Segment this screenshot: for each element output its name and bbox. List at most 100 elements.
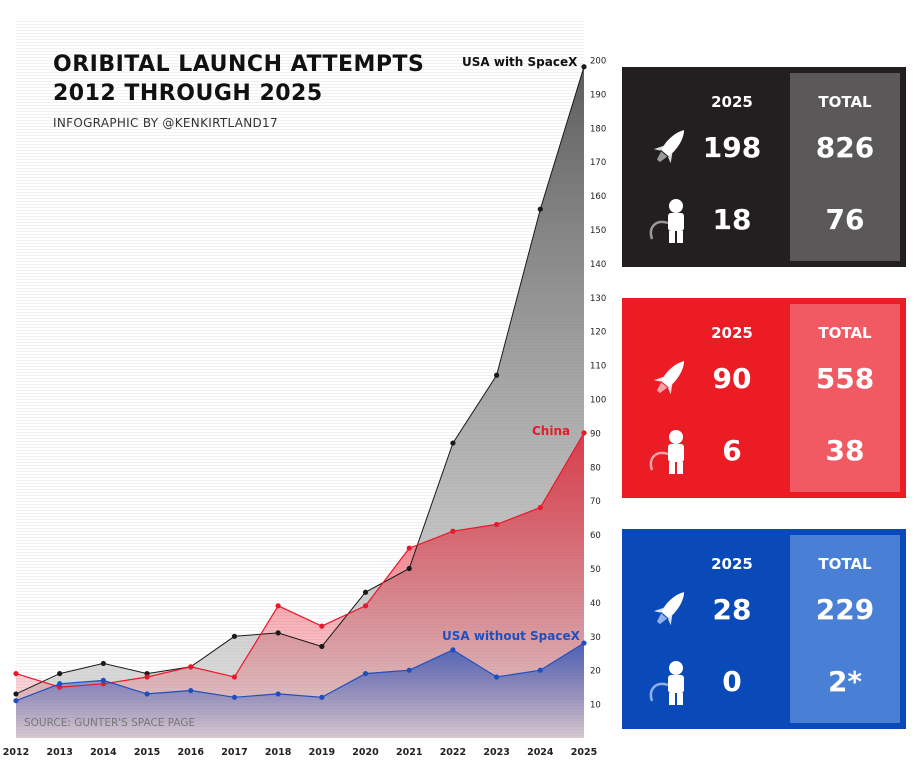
total-column <box>790 535 900 723</box>
point-china-2018 <box>275 603 281 609</box>
chart-title-line2: 2012 THROUGH 2025 <box>53 81 323 106</box>
chart-title-line1: ORIBITAL LAUNCH ATTEMPTS <box>53 52 425 77</box>
point-usa-with-spacex-2012 <box>13 691 19 697</box>
point-usa-with-spacex-2017 <box>231 633 238 639</box>
series-label-usa-with-spacex: USA with SpaceX <box>462 55 578 69</box>
point-usa-with-spacex-2021 <box>406 565 412 572</box>
y-tick-label: 80 <box>590 463 601 473</box>
launches-2025: 198 <box>702 131 762 164</box>
point-usa-without-spacex-2012 <box>13 698 19 704</box>
point-usa-with-spacex-2014 <box>100 660 106 667</box>
x-tick-label: 2021 <box>396 747 422 758</box>
x-tick-label: 2020 <box>352 747 379 758</box>
crewed-2025: 0 <box>722 665 742 698</box>
point-usa-without-spacex-2023 <box>494 674 500 680</box>
point-usa-with-spacex-2020 <box>362 589 369 595</box>
y-tick-label: 40 <box>590 599 601 609</box>
astronaut-icon <box>649 430 684 474</box>
launches-2025: 28 <box>712 593 752 626</box>
total-column <box>790 73 900 261</box>
point-china-2024 <box>537 504 543 511</box>
chart-subtitle: INFOGRAPHIC BY @KENKIRTLAND17 <box>53 116 278 130</box>
astronaut-icon <box>649 199 684 243</box>
launches-total: 229 <box>815 593 875 626</box>
header-total: TOTAL <box>818 555 872 573</box>
x-tick-label: 2022 <box>440 747 466 758</box>
x-tick-label: 2012 <box>3 747 29 758</box>
point-china-2021 <box>406 545 412 551</box>
crewed-2025: 18 <box>712 203 752 236</box>
y-tick-label: 130 <box>590 294 606 304</box>
crewed-total: 2* <box>827 665 863 698</box>
y-tick-label: 120 <box>590 328 606 338</box>
y-tick-label: 200 <box>590 57 606 67</box>
x-tick-label: 2018 <box>265 747 292 758</box>
point-usa-without-spacex-2025 <box>581 640 587 646</box>
x-tick-label: 2014 <box>90 747 117 758</box>
point-usa-with-spacex-2023 <box>494 372 500 378</box>
y-tick-label: 20 <box>590 667 601 677</box>
point-china-2022 <box>450 528 456 534</box>
point-usa-without-spacex-2022 <box>450 647 456 653</box>
chart-source: SOURCE: GUNTER'S SPACE PAGE <box>24 717 196 729</box>
series-label-usa-without-spacex: USA without SpaceX <box>442 629 580 643</box>
crewed-2025: 6 <box>722 434 742 467</box>
launches-total: 558 <box>815 362 875 395</box>
point-usa-without-spacex-2021 <box>406 667 412 673</box>
y-tick-label: 110 <box>590 362 606 372</box>
rocket-icon <box>653 361 685 395</box>
point-china-2020 <box>362 603 369 609</box>
point-usa-with-spacex-2024 <box>537 206 543 212</box>
point-china-2012 <box>13 670 19 677</box>
point-usa-without-spacex-2019 <box>319 694 325 700</box>
point-usa-without-spacex-2020 <box>362 670 369 677</box>
point-usa-without-spacex-2015 <box>144 691 150 697</box>
header-2025: 2025 <box>711 93 753 111</box>
point-usa-with-spacex-2018 <box>275 630 281 636</box>
point-usa-without-spacex-2016 <box>188 687 194 694</box>
stats-panel-usa-without-spacex: 2025 TOTAL 28 229 0 2* <box>622 529 906 729</box>
stats-panel-china: 2025 TOTAL 90 558 6 38 <box>622 298 906 498</box>
y-tick-label: 30 <box>590 633 601 643</box>
x-tick-label: 2016 <box>178 747 205 758</box>
point-china-2019 <box>319 623 325 629</box>
y-tick-label: 190 <box>590 90 606 100</box>
line-usa-with-spacex <box>15 66 585 695</box>
chart-title: ORIBITAL LAUNCH ATTEMPTS 2012 THROUGH 20… <box>53 50 424 108</box>
area-usa-without-spacex <box>16 643 584 738</box>
point-china-2015 <box>144 674 150 680</box>
x-tick-label: 2023 <box>483 747 509 758</box>
y-tick-label: 180 <box>590 124 606 134</box>
y-tick-label: 170 <box>590 158 606 168</box>
launches-2025: 90 <box>712 362 752 395</box>
x-tick-label: 2019 <box>309 747 335 758</box>
y-tick-label: 150 <box>590 226 606 236</box>
astronaut-icon <box>649 661 684 705</box>
x-tick-label: 2015 <box>134 747 160 758</box>
point-china-2023 <box>494 521 500 528</box>
point-usa-with-spacex-2025 <box>581 64 587 70</box>
point-china-2016 <box>188 664 194 670</box>
point-usa-with-spacex-2019 <box>319 643 325 650</box>
point-china-2017 <box>231 674 238 680</box>
point-usa-without-spacex-2014 <box>100 677 106 683</box>
y-tick-label: 140 <box>590 260 606 270</box>
rocket-icon <box>653 130 685 164</box>
header-total: TOTAL <box>818 93 872 111</box>
x-tick-label: 2024 <box>527 747 554 758</box>
y-tick-label: 90 <box>590 429 601 439</box>
point-usa-without-spacex-2018 <box>275 691 281 697</box>
y-tick-label: 100 <box>590 396 606 406</box>
y-tick-label: 70 <box>590 497 601 507</box>
x-tick-label: 2025 <box>571 747 597 758</box>
crewed-total: 76 <box>825 203 865 236</box>
x-tick-label: 2013 <box>46 747 72 758</box>
point-usa-with-spacex-2013 <box>57 670 63 677</box>
header-2025: 2025 <box>711 555 753 573</box>
total-column <box>790 304 900 492</box>
point-usa-without-spacex-2017 <box>231 694 238 700</box>
x-tick-label: 2017 <box>221 747 247 758</box>
y-tick-label: 10 <box>590 701 601 711</box>
point-china-2025 <box>581 430 587 436</box>
